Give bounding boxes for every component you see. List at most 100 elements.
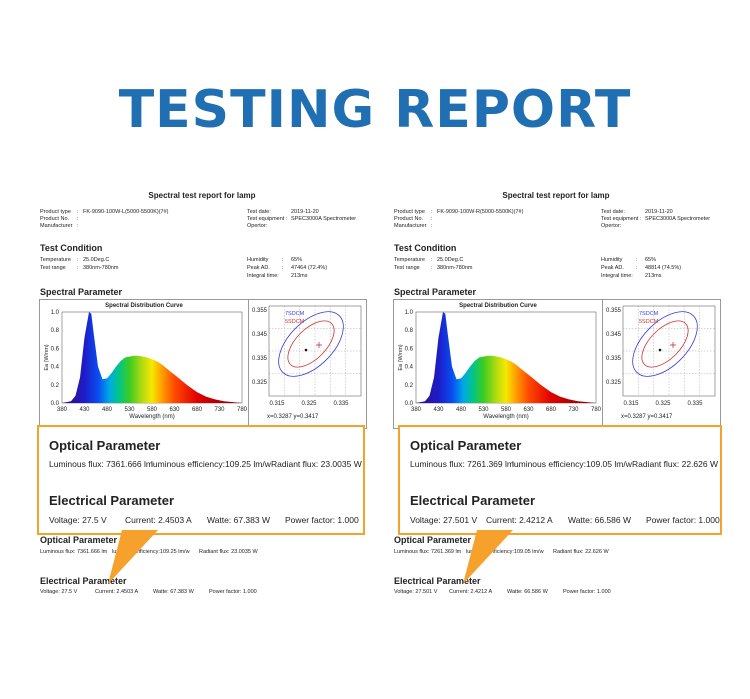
callout-arrow-right: [463, 530, 513, 584]
highlight-box-left: Optical Parameter Luminous flux: 7361.666…: [37, 425, 365, 535]
test-equipment-value: SPEC3000A Spectrometer: [645, 216, 711, 222]
x-tick-label: 480: [456, 407, 467, 413]
radiant-flux-small: Radiant flux: 22.626 W: [553, 549, 609, 555]
y-axis-label: Ea (W/nm): [44, 344, 50, 370]
cie-x-tick: 0.315: [623, 401, 639, 407]
colon: :: [282, 265, 284, 271]
cie-y-tick: 0.325: [606, 380, 622, 386]
test-range-value: 380nm-780nm: [83, 265, 119, 271]
cie-readout: x=0.3287 y=0.3417: [621, 414, 673, 420]
test-date-value: 2019-11-20: [291, 209, 319, 215]
radiant-flux: Radiant flux: 23.0035 W: [271, 459, 362, 469]
cie-y-tick: 0.345: [606, 332, 622, 338]
optical-heading-small: Optical Parameter: [394, 535, 472, 545]
luminous-flux: Luminous flux: 7261.369 lm: [410, 459, 514, 469]
watte: Watte: 66.586 W: [568, 515, 631, 525]
watte: Watte: 67.383 W: [207, 515, 270, 525]
y-tick-label: 1.0: [405, 310, 414, 316]
legend-7sdcm: 7SDCM: [639, 311, 659, 317]
test-date-label: Test date:: [601, 209, 625, 215]
cie-y-tick: 0.355: [606, 308, 622, 314]
x-tick-label: 380: [57, 407, 68, 413]
y-tick-label: 0.8: [51, 328, 60, 334]
center-cross: [316, 342, 322, 348]
report-title: Spectral test report for lamp: [148, 191, 256, 200]
cie-chart: 7SDCM 5SDCM 0.355 0.345 0.335 0.325 0.315 0.325…: [249, 300, 366, 428]
current-small: Current: 2.4503 A: [95, 589, 139, 595]
current: Current: 2.4212 A: [486, 515, 553, 525]
test-date-value: 2019-11-20: [645, 209, 673, 215]
peak-ad-value: 47464 (72.4%): [291, 265, 328, 271]
y-tick-label: 0.4: [51, 365, 60, 371]
test-range-label: Test range: [394, 265, 420, 271]
cie-y-tick: 0.345: [252, 332, 268, 338]
voltage-small: Voltage: 27.501 V: [394, 589, 438, 595]
x-tick-label: 480: [102, 407, 113, 413]
report-right: Spectral test report for lamp Product typ…: [391, 183, 721, 613]
colon: :: [77, 223, 79, 229]
x-tick-label: 530: [478, 407, 489, 413]
x-axis-label: Wavelength (nm): [129, 414, 174, 420]
humidity-value: 65%: [291, 257, 303, 263]
colon: :: [636, 257, 638, 263]
cie-y-tick: 0.355: [252, 308, 268, 314]
temperature-value: 25.0Deg.C: [83, 257, 110, 263]
colon: :: [77, 265, 79, 271]
test-condition-heading: Test Condition: [40, 243, 103, 253]
report-left: Spectral test report for lamp Product typ…: [37, 183, 367, 613]
y-tick-label: 0.4: [405, 365, 414, 371]
legend-5sdcm: 5SDCM: [285, 319, 305, 325]
cie-y-tick: 0.335: [252, 356, 268, 362]
x-tick-label: 630: [523, 407, 534, 413]
measured-point: [304, 348, 308, 352]
current: Current: 2.4503 A: [125, 515, 192, 525]
product-type-value: FK-9090-100W-L(5000-5500K)(7#): [83, 209, 169, 215]
measured-point: [658, 348, 662, 352]
integral-time-label: Integral time:: [247, 273, 279, 279]
colon: :: [77, 257, 79, 263]
integral-time-value: 213ms: [645, 273, 662, 279]
ellipse-7sdcm: [632, 311, 698, 377]
x-tick-label: 530: [124, 407, 135, 413]
ellipse-7sdcm: [278, 311, 344, 377]
radiant-flux: Radiant flux: 22.626 W: [632, 459, 718, 469]
chart-title: Spectral Distribution Curve: [459, 303, 537, 309]
y-tick-label: 0.6: [51, 346, 60, 352]
spectral-parameter-heading: Spectral Parameter: [40, 287, 123, 297]
y-tick-label: 0.8: [405, 328, 414, 334]
test-equipment-value: SPEC3000A Spectrometer: [291, 216, 357, 222]
spectral-chart: Spectral Distribution Curve 380 430 480 530 5…: [394, 300, 603, 428]
test-equipment-label: Test equipment :: [601, 216, 642, 222]
colon: :: [431, 223, 433, 229]
voltage: Voltage: 27.501 V: [410, 515, 478, 525]
highlight-box-right: Optical Parameter Luminous flux: 7261.369…: [398, 425, 722, 535]
humidity-label: Humidity: [601, 257, 623, 263]
peak-ad-label: Peak AD.: [247, 265, 270, 271]
peak-ad-label: Peak AD.: [601, 265, 624, 271]
chart-box: Spectral Distribution Curve 380 430 480 530 5…: [393, 299, 721, 429]
spectrum-svg: 380 430 480 530 580 630 680 730 780 0.0 0.2 0.4 0.6 0…: [44, 310, 248, 420]
x-tick-label: 680: [546, 407, 557, 413]
cie-chart: 7SDCM 5SDCM 0.355 0.345 0.335 0.325 0.315 0.325…: [603, 300, 720, 428]
current-small: Current: 2.4212 A: [449, 589, 493, 595]
y-tick-label: 0.0: [405, 401, 414, 407]
colon: :: [77, 216, 79, 222]
peak-ad-value: 48814 (74.5%): [645, 265, 682, 271]
x-tick-label: 430: [433, 407, 444, 413]
optical-heading: Optical Parameter: [49, 438, 161, 453]
ellipse-5sdcm: [641, 320, 689, 368]
colon: :: [431, 257, 433, 263]
cie-y-tick: 0.325: [252, 380, 268, 386]
test-range-value: 380nm-780nm: [437, 265, 473, 271]
y-tick-label: 0.6: [405, 346, 414, 352]
electrical-heading-small: Electrical Parameter: [394, 576, 481, 586]
power-factor-small: Power factor: 1.000: [209, 589, 257, 595]
x-tick-label: 730: [214, 407, 225, 413]
cie-svg: 7SDCM 5SDCM 0.355 0.345 0.335 0.325 0.315 0.325…: [252, 305, 362, 420]
electrical-heading: Electrical Parameter: [410, 493, 536, 508]
product-no-label: Product No.: [40, 216, 70, 222]
report-title: Spectral test report for lamp: [502, 191, 610, 200]
test-range-label: Test range: [40, 265, 66, 271]
cie-x-tick: 0.335: [687, 401, 703, 407]
humidity-label: Humidity: [247, 257, 269, 263]
